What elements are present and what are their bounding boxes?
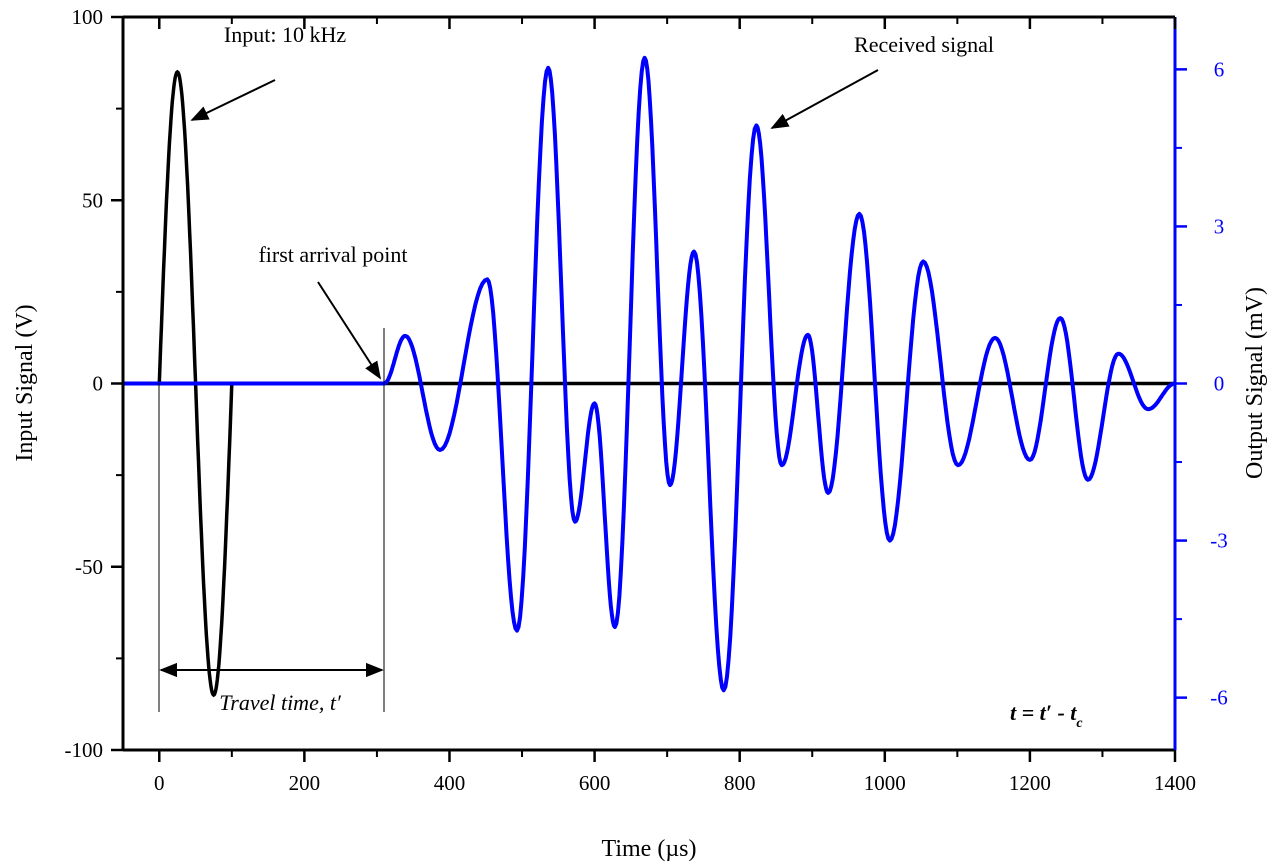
- x-tick-label: 600: [579, 771, 611, 795]
- annotation-received: Received signal: [854, 32, 994, 57]
- annotation-formula: t = t′ - tc: [1010, 700, 1083, 731]
- annotation-arrival-arrow: [317, 281, 381, 380]
- y-axis-right-label: Output Signal (mV): [1242, 287, 1268, 479]
- annotation-input-arrow: [190, 79, 276, 121]
- plot-marks: [123, 55, 1176, 698]
- y-right-tick-label: 3: [1214, 214, 1225, 238]
- y-right-tick-label: -3: [1210, 529, 1228, 553]
- y-left-tick-label: 0: [93, 372, 104, 396]
- annotation-input: Input: 10 kHz: [224, 22, 346, 47]
- y-left-tick-label: -100: [65, 738, 104, 762]
- y-axis-left-label: Input Signal (V): [12, 304, 38, 461]
- x-tick-label: 800: [724, 771, 756, 795]
- x-tick-label: 400: [434, 771, 466, 795]
- x-tick-label: 1000: [864, 771, 906, 795]
- y-left-tick-label: 50: [82, 188, 103, 212]
- x-axis-label: Time (µs): [602, 836, 697, 862]
- formula-main: t = t′ - t: [1010, 700, 1077, 725]
- y-left-tick-label: 100: [72, 5, 104, 29]
- y-right-tick-label: -6: [1210, 686, 1228, 710]
- x-tick-label: 0: [154, 771, 165, 795]
- series-output-signal: [123, 55, 1176, 693]
- x-tick-label: 200: [289, 771, 321, 795]
- y-left-tick-label: -50: [75, 555, 103, 579]
- x-tick-label: 1400: [1154, 771, 1196, 795]
- x-tick-label: 1200: [1009, 771, 1051, 795]
- annotation-travel-time: Travel time, t′: [219, 690, 342, 715]
- series-input-signal: [157, 69, 1175, 698]
- annotation-first-arrival: first arrival point: [258, 242, 407, 267]
- annotation-received-arrow: [770, 69, 879, 129]
- y-right-tick-label: 0: [1214, 372, 1225, 396]
- formula-subscript: c: [1076, 716, 1083, 731]
- axes: 0 200 400 600 800 1000 1200 1400 -100 -50 0 50 100 -6…: [65, 5, 1228, 795]
- y-right-tick-label: 6: [1214, 57, 1225, 81]
